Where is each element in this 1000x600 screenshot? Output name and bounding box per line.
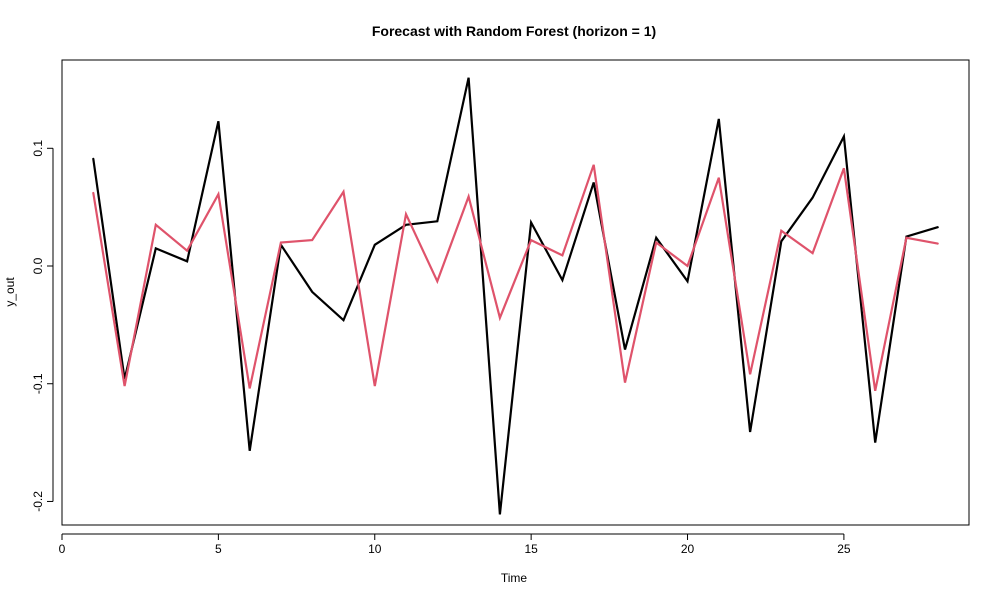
x-tick-label: 20 [681,542,695,556]
x-tick-label: 25 [837,542,851,556]
chart-title: Forecast with Random Forest (horizon = 1… [372,23,656,39]
x-tick-label: 0 [59,542,66,556]
series-line-1 [92,77,939,515]
x-axis-label: Time [501,571,528,585]
x-axis: 0 5 10 15 20 25 [59,533,851,556]
y-axis: -0.2 -0.1 0.0 0.1 [31,140,54,512]
series-layer [92,77,939,515]
y-tick-label: 0.0 [31,257,45,274]
y-tick-label: 0.1 [31,140,45,157]
y-tick-label: -0.1 [31,373,45,394]
plot-frame [61,59,970,526]
x-tick-label: 5 [215,542,222,556]
x-tick-label: 10 [368,542,382,556]
x-tick-label: 15 [524,542,538,556]
y-tick-label: -0.2 [31,491,45,512]
series-line-2 [92,164,939,392]
y-axis-label: y_out [3,277,17,307]
